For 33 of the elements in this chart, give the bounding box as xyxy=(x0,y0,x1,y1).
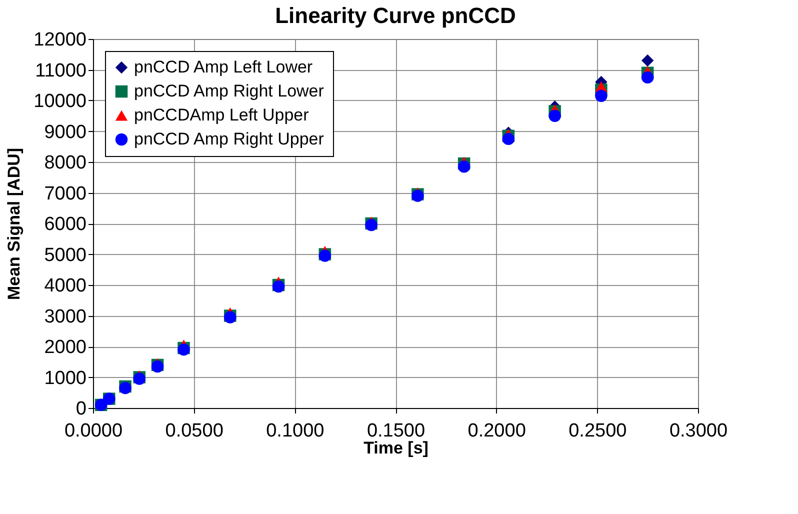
y-tick-label: 10000 xyxy=(34,91,86,112)
y-tick-label: 9000 xyxy=(44,122,86,143)
y-tick-label: 12000 xyxy=(34,30,86,50)
legend-label: pnCCDAmp Left Upper xyxy=(134,106,310,124)
x-tick-label: 0.2000 xyxy=(468,420,526,442)
point xyxy=(641,54,654,67)
y-tick-label: 8000 xyxy=(44,152,86,174)
point xyxy=(641,71,654,84)
y-tick-label: 0 xyxy=(76,398,86,420)
y-axis-title: Mean Signal [ADU] xyxy=(4,148,24,300)
x-axis-title: Time [s] xyxy=(364,438,428,458)
legend-label: pnCCD Amp Right Lower xyxy=(134,82,324,100)
x-tick-label: 0.1500 xyxy=(366,420,426,442)
point xyxy=(458,160,470,173)
y-tick-label: 1000 xyxy=(44,368,86,389)
point xyxy=(548,110,561,122)
point xyxy=(595,90,608,102)
y-tick-label: 5000 xyxy=(44,244,86,266)
x-tick-label: 0.0000 xyxy=(64,420,123,442)
y-tick-label: 4000 xyxy=(44,276,86,296)
y-tick-label: 2000 xyxy=(44,337,86,358)
y-tick-label: 3000 xyxy=(44,306,86,328)
y-tick-label: 7000 xyxy=(44,183,86,204)
legend-label: pnCCD Amp Left Lower xyxy=(134,58,313,76)
chart-title: Linearity Curve pnCCD xyxy=(275,3,516,28)
point xyxy=(502,132,515,146)
y-tick-label: 6000 xyxy=(44,214,86,235)
x-tick-label: 0.1000 xyxy=(266,420,324,442)
legend-label: pnCCD Amp Right Upper xyxy=(134,130,324,148)
x-tick-label: 0.3000 xyxy=(669,420,728,442)
y-tick-label: 11000 xyxy=(35,60,86,82)
x-tick-label: 0.2500 xyxy=(568,420,627,442)
x-tick-label: 0.0500 xyxy=(165,420,224,442)
